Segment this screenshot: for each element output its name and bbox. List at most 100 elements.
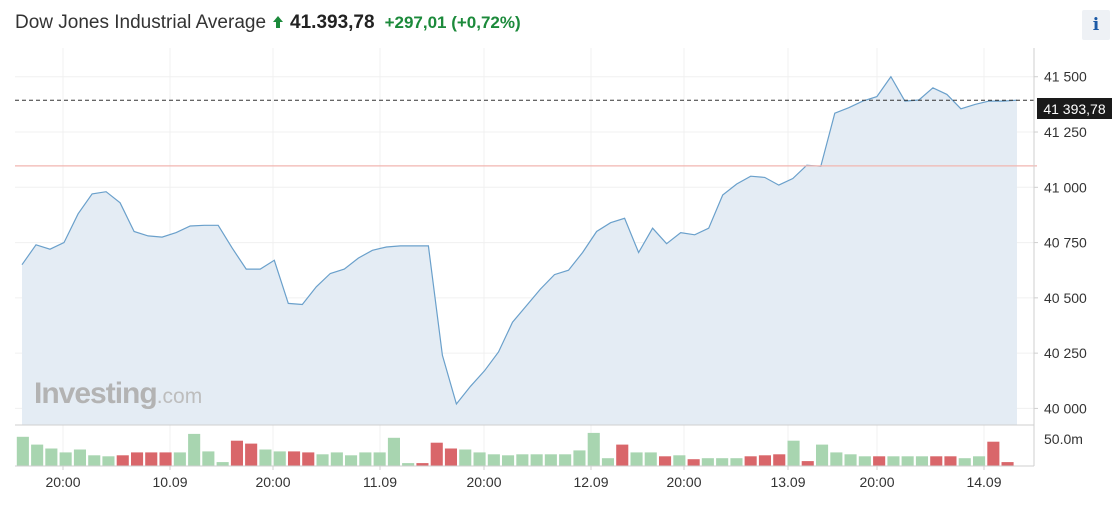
y-tick-label: 40 250 [1044, 345, 1087, 361]
volume-bar [516, 454, 529, 466]
volume-bar [159, 452, 172, 466]
x-tick-label: 14.09 [966, 474, 1001, 490]
volume-bar [587, 432, 600, 466]
volume-bar [31, 444, 44, 466]
volume-bar [701, 458, 714, 466]
x-tick-label: 20:00 [45, 474, 80, 490]
volume-bar [245, 443, 258, 466]
volume-bar [288, 451, 301, 466]
volume-bar [616, 444, 629, 466]
volume-bars [16, 432, 1014, 466]
volume-bar [901, 456, 914, 466]
volume-bar [359, 452, 372, 466]
volume-bar [402, 463, 415, 466]
x-tick-label: 13.09 [770, 474, 805, 490]
volume-bar [230, 440, 243, 466]
volume-bar [259, 449, 272, 466]
price-line [21, 75, 1018, 406]
volume-bar [559, 454, 572, 466]
volume-bar [601, 458, 614, 466]
x-tick-label: 20:00 [859, 474, 894, 490]
volume-bar [88, 455, 101, 466]
volume-bar [59, 452, 72, 466]
x-axis-ticks: 20:00 10.09 20:00 11.09 20:00 12.09 20:00 13.09… [45, 466, 1002, 490]
volume-bar [416, 463, 429, 466]
volume-bar [873, 456, 886, 466]
volume-bar [887, 456, 900, 466]
instrument-title: Dow Jones Industrial Average [15, 12, 267, 33]
y-tick-label: 41 000 [1044, 179, 1087, 195]
investing-logo: Investing.com [34, 377, 203, 410]
y-tick-label: 41 250 [1044, 124, 1087, 140]
volume-bar [116, 455, 129, 466]
volume-bar [216, 462, 229, 466]
volume-bar [473, 452, 486, 466]
volume-bar [316, 454, 329, 466]
volume-bar [973, 456, 986, 466]
volume-bar [573, 450, 586, 466]
volume-bar [758, 455, 771, 466]
x-tick-label: 10.09 [152, 474, 187, 490]
x-tick-label: 20:00 [666, 474, 701, 490]
volume-bar [673, 455, 686, 466]
price-area [15, 75, 1037, 425]
volume-bar [430, 442, 443, 466]
volume-bar [816, 444, 829, 466]
volume-bar [530, 454, 543, 466]
volume-bar [830, 452, 843, 466]
volume-bar [787, 440, 800, 466]
volume-bar [773, 454, 786, 466]
volume-bar [188, 433, 201, 466]
volume-bar [1001, 462, 1014, 466]
volume-bar [373, 452, 386, 466]
y-tick-label: 40 000 [1044, 400, 1087, 416]
last-price: 41.393,78 [290, 12, 375, 33]
volume-bar [45, 448, 58, 466]
volume-bar [644, 452, 657, 466]
volume-bar [659, 456, 672, 466]
volume-bar [302, 452, 315, 466]
volume-bar [987, 441, 1000, 466]
x-tick-label: 20:00 [466, 474, 501, 490]
y-tick-label: 40 750 [1044, 235, 1087, 251]
volume-bar [502, 455, 515, 466]
price-change: +297,01 (+0,72%) [384, 13, 521, 32]
volume-bar [459, 449, 472, 466]
volume-bar [544, 454, 557, 466]
volume-bar [202, 451, 215, 466]
volume-bar [131, 452, 144, 466]
x-tick-label: 20:00 [255, 474, 290, 490]
volume-bar [944, 456, 957, 466]
volume-axis-label: 50.0m [1044, 431, 1083, 447]
chart-header: Dow Jones Industrial Average 41.393,78 +… [15, 10, 521, 36]
y-tick-label: 40 500 [1044, 290, 1087, 306]
volume-bar [716, 458, 729, 466]
volume-bar [744, 456, 757, 466]
volume-bar [930, 456, 943, 466]
info-button[interactable]: i [1082, 10, 1110, 40]
volume-bar [844, 454, 857, 466]
y-tick-label: 41 500 [1044, 69, 1087, 85]
volume-bar [330, 452, 343, 466]
volume-bar [102, 456, 115, 466]
volume-bar [687, 459, 700, 466]
x-tick-label: 11.09 [363, 474, 397, 490]
volume-bar [345, 455, 358, 466]
volume-bar [444, 448, 457, 466]
volume-bar [958, 458, 971, 466]
volume-bar [73, 449, 86, 466]
volume-bar [630, 452, 643, 466]
price-area-fill [22, 76, 1017, 425]
chart-axes [15, 48, 1035, 467]
volume-bar [16, 436, 29, 466]
volume-bar [487, 454, 500, 466]
volume-bar [915, 456, 928, 466]
volume-bar [801, 461, 814, 466]
volume-bar [145, 452, 158, 466]
arrow-up-icon [272, 15, 284, 29]
volume-bar [273, 451, 286, 466]
last-value-badge: 41 393,78 [1037, 98, 1112, 119]
volume-bar [173, 452, 186, 466]
volume-bar [387, 437, 400, 466]
